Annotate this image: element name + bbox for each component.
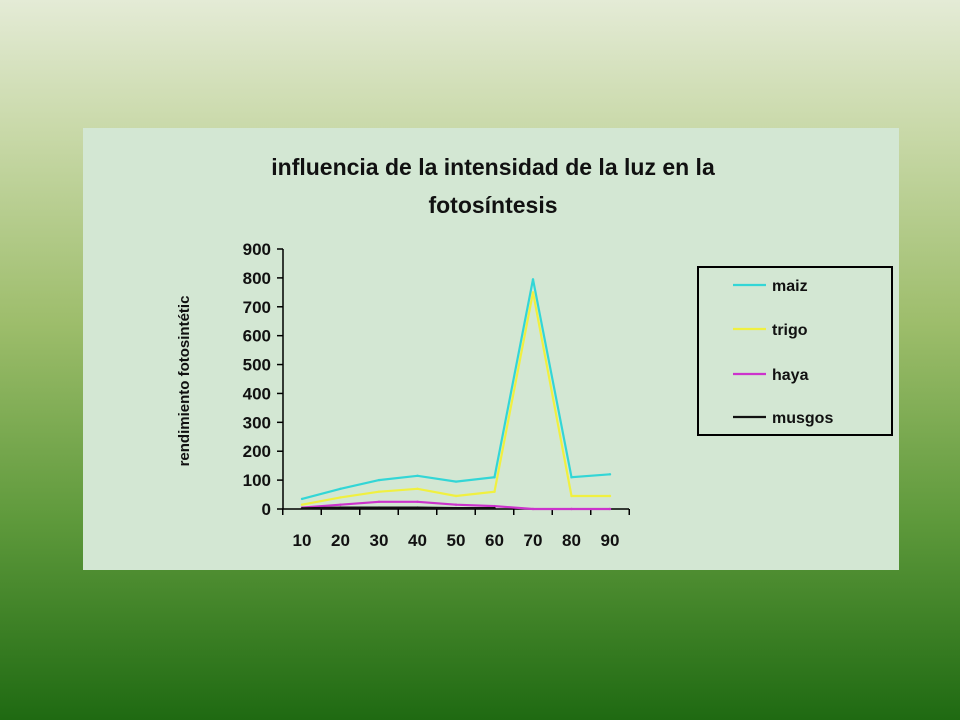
data-point-haya (454, 503, 458, 506)
data-point-maiz (416, 474, 419, 477)
data-point-haya (339, 503, 342, 506)
x-tick-label: 60 (485, 531, 504, 550)
x-tick-label: 40 (408, 531, 427, 550)
x-tick-label: 20 (331, 531, 350, 550)
series-line-musgos (301, 506, 495, 510)
data-point-haya (531, 507, 535, 511)
data-point-maiz (608, 473, 612, 476)
data-point-musgos (377, 506, 381, 509)
data-point-trigo (377, 490, 381, 493)
data-point-musgos (300, 507, 304, 510)
y-tick-label: 400 (243, 384, 271, 403)
legend: maiz trigo haya musgos (697, 266, 893, 436)
y-tick-label: 100 (243, 471, 271, 490)
y-tick-label: 500 (243, 356, 271, 375)
data-point-trigo (608, 494, 612, 498)
series-line-maiz (301, 279, 611, 500)
data-point-trigo (300, 503, 304, 506)
data-point-haya (570, 507, 573, 511)
data-point-maiz (570, 476, 573, 479)
legend-label-maiz: maiz (772, 278, 808, 295)
legend-label-haya: haya (772, 367, 809, 384)
data-point-maiz (531, 278, 535, 281)
line-chart: influencia de la intensidad de la luz en… (176, 154, 893, 550)
chart-title-line-2: fotosíntesis (428, 192, 557, 218)
chart-panel: influencia de la intensidad de la luz en… (83, 128, 899, 570)
y-tick-label: 900 (243, 240, 271, 259)
data-point-maiz (339, 487, 342, 490)
data-point-maiz (377, 478, 381, 482)
legend-label-trigo: trigo (772, 322, 808, 339)
y-axis-label: rendimiento fotosintétic (176, 296, 193, 467)
y-tick-label: 200 (243, 442, 271, 461)
data-point-musgos (416, 506, 419, 509)
series-line-trigo (301, 292, 610, 506)
plot-area: 0 100 200 300 400 500 600 700 800 900 10 20 30 40 50 60… (243, 240, 630, 550)
data-point-trigo (493, 490, 496, 493)
chart-title-line-1: influencia de la intensidad de la luz en… (271, 154, 715, 180)
data-point-musgos (454, 506, 458, 510)
legend-label-musgos: musgos (772, 410, 833, 427)
data-point-musgos (339, 506, 342, 509)
x-tick-label: 70 (524, 531, 543, 550)
y-tick-label: 600 (243, 327, 271, 346)
data-point-haya (608, 507, 612, 511)
x-tick-label: 90 (601, 531, 620, 550)
data-point-haya (493, 504, 496, 508)
y-tick-label: 800 (243, 269, 271, 288)
data-point-haya (377, 500, 381, 503)
x-tick-label: 10 (293, 531, 312, 550)
data-point-maiz (493, 476, 496, 479)
y-tick-label: 700 (243, 298, 271, 317)
data-point-musgos (493, 506, 496, 510)
y-tick-label: 300 (243, 413, 271, 432)
data-point-maiz (300, 497, 304, 501)
data-point-maiz (454, 480, 458, 483)
data-point-trigo (416, 487, 419, 490)
data-point-trigo (454, 494, 458, 498)
data-point-trigo (531, 291, 535, 294)
data-point-trigo (339, 496, 342, 499)
x-tick-label: 30 (370, 531, 389, 550)
x-tick-label: 50 (447, 531, 466, 550)
x-tick-label: 80 (562, 531, 581, 550)
data-point-haya (416, 500, 419, 503)
data-point-trigo (570, 494, 573, 498)
y-tick-label: 0 (262, 500, 271, 519)
legend-box (697, 266, 893, 436)
